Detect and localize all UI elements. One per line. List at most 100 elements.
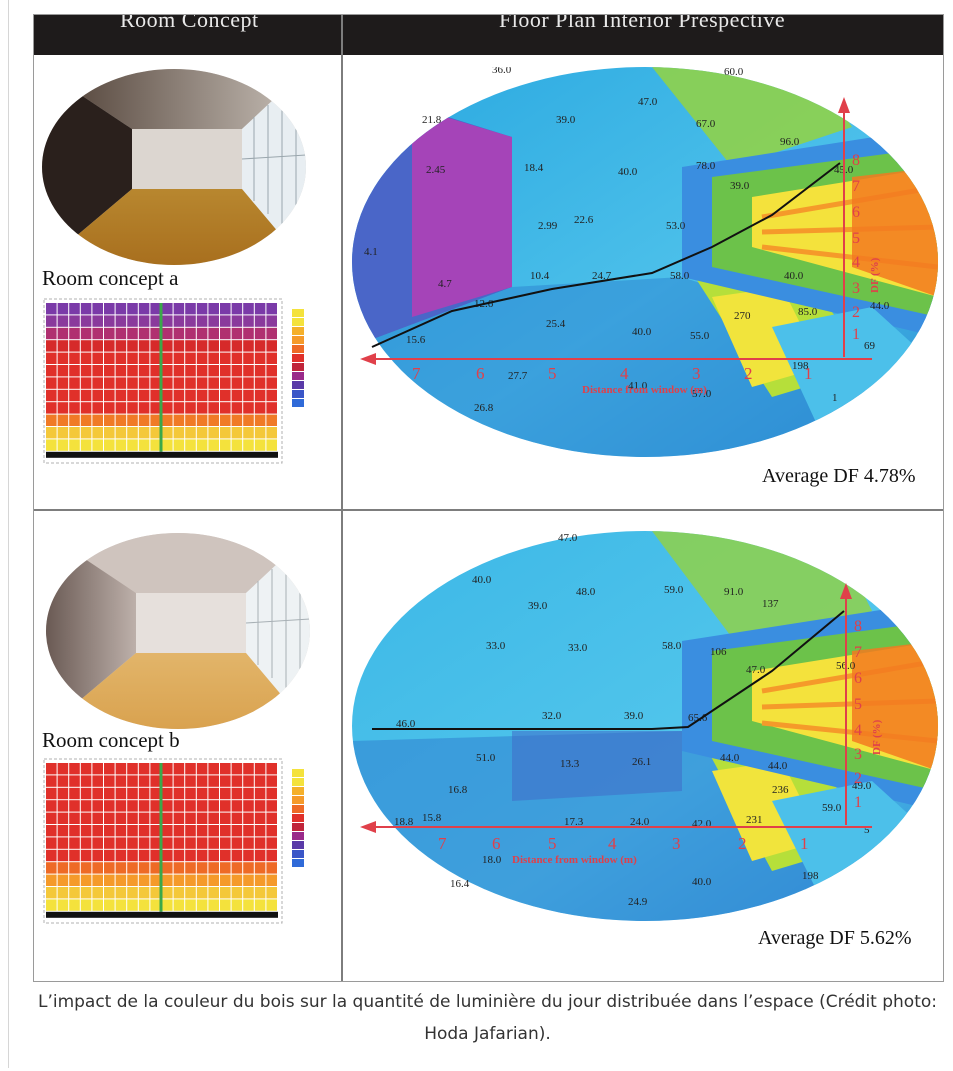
df-value: 236 — [772, 784, 789, 796]
df-value: 33.0 — [486, 640, 506, 652]
df-value: 44.0 — [720, 752, 740, 764]
df-value: 41.0 — [628, 380, 648, 392]
x-tick: 5 — [548, 834, 557, 853]
df-value: 39.0 — [624, 710, 644, 722]
df-value: 18.0 — [482, 854, 502, 866]
df-value: 137 — [762, 598, 779, 610]
x-axis-label: Distance from window (m) — [582, 384, 707, 396]
column-divider — [341, 15, 343, 981]
y-tick: 2 — [852, 304, 860, 321]
y-axis-arrow — [838, 97, 850, 113]
y-tick: 4 — [852, 254, 860, 271]
df-value: 42.0 — [692, 818, 712, 830]
x-tick: 6 — [492, 834, 501, 853]
df-value: 27.7 — [508, 370, 528, 382]
figure-table: Room Concept Floor Plan Interior Prespec… — [33, 14, 944, 982]
df-value: 15.8 — [422, 812, 442, 824]
header-room-concept: Room Concept — [120, 14, 259, 32]
df-value: 67.0 — [696, 118, 716, 130]
df-value: 55.0 — [690, 330, 710, 342]
y-tick: 7 — [854, 644, 862, 661]
df-value: 47.0 — [558, 532, 578, 544]
y-axis-label: DF (%) — [871, 719, 883, 755]
df-value: 48.0 — [576, 586, 596, 598]
y-axis-label: DF (%) — [869, 257, 881, 293]
y-tick: 8 — [852, 152, 860, 169]
df-value: 57.0 — [692, 388, 712, 400]
df-value: 40.0 — [632, 326, 652, 338]
x-axis-arrow — [360, 821, 376, 833]
x-tick: 1 — [800, 834, 809, 853]
df-value: 40.0 — [472, 574, 492, 586]
y-tick: 6 — [852, 204, 860, 221]
df-value: 40.0 — [692, 876, 712, 888]
y-tick: 3 — [854, 746, 862, 763]
df-value: 5 — [864, 824, 870, 836]
x-tick: 2 — [744, 364, 753, 383]
df-value: 39.0 — [528, 600, 548, 612]
y-tick: 3 — [852, 280, 860, 297]
row-divider — [34, 509, 943, 511]
df-value: 22.6 — [574, 214, 594, 226]
figure-caption: L’impact de la couleur du bois sur la qu… — [37, 992, 938, 1044]
df-value: 59.0 — [664, 584, 684, 596]
df-value: 46.0 — [396, 718, 416, 730]
df-value: 231 — [746, 814, 763, 826]
room-render-b — [46, 533, 310, 729]
y-tick: 5 — [852, 230, 860, 247]
y-tick: 2 — [854, 770, 862, 787]
axes-a: 7 6 5 4 3 2 1 Distance from window (m) 1… — [360, 97, 881, 396]
df-value: 24.9 — [628, 896, 648, 908]
y-tick: 1 — [852, 326, 860, 343]
x-axis-arrow — [360, 353, 376, 365]
y-tick: 1 — [854, 794, 862, 811]
df-value: 25.4 — [546, 318, 566, 330]
df-curve-b — [372, 610, 845, 730]
df-value: 13.3 — [560, 758, 580, 770]
x-tick: 7 — [412, 364, 421, 383]
y-tick: 4 — [854, 722, 862, 739]
df-value: 40.0 — [784, 270, 804, 282]
df-value: 58.0 — [662, 640, 682, 652]
df-value: 44.0 — [870, 300, 890, 312]
df-value: 270 — [734, 310, 751, 322]
df-value: 16.4 — [450, 878, 470, 890]
df-value: 53.0 — [666, 220, 686, 232]
x-tick: 4 — [620, 364, 629, 383]
df-value: 17.3 — [564, 816, 584, 828]
x-tick: 5 — [548, 364, 557, 383]
df-value: 24.7 — [592, 270, 612, 282]
df-value: 51.0 — [476, 752, 496, 764]
df-value: 24.0 — [630, 816, 650, 828]
df-value: 18.8 — [394, 816, 414, 828]
df-value: 26.1 — [632, 756, 651, 768]
x-tick: 7 — [438, 834, 447, 853]
floor-plan-b: 47.0 40.0 48.0 59.0 91.0 39.0 137 33.0 3… — [352, 531, 938, 921]
df-value: 21.8 — [422, 114, 442, 126]
average-df-a: Average DF 4.78% — [762, 465, 916, 487]
df-value: 26.8 — [474, 402, 494, 414]
df-value: 15.6 — [406, 334, 426, 346]
df-value: 39.0 — [730, 180, 750, 192]
df-value: 65.6 — [688, 712, 708, 724]
df-value: 106 — [710, 646, 727, 658]
df-grid-a — [43, 298, 304, 464]
y-tick: 5 — [854, 696, 862, 713]
x-tick: 1 — [804, 364, 813, 383]
df-value: 10.4 — [530, 270, 550, 282]
df-value: 198 — [802, 870, 819, 882]
header-floor-plan: Floor Plan Interior Prespective — [499, 14, 786, 32]
left-rule — [8, 0, 9, 1068]
df-value: 198 — [792, 360, 809, 372]
table-header: Room Concept Floor Plan Interior Prespec… — [34, 15, 943, 55]
df-curve-a — [371, 162, 841, 348]
df-value: 2.99 — [538, 220, 558, 232]
y-axis-arrow — [840, 583, 852, 599]
df-value: 49.0 — [852, 780, 872, 792]
x-tick: 2 — [738, 834, 747, 853]
floor-plan-a: 36.0 60.0 21.8 39.0 47.0 67.0 96.0 2.45 … — [352, 67, 938, 457]
df-value: 16.8 — [448, 784, 468, 796]
df-value: 58.0 — [670, 270, 690, 282]
room-render-a — [42, 69, 306, 265]
df-value: 4.7 — [438, 278, 452, 290]
